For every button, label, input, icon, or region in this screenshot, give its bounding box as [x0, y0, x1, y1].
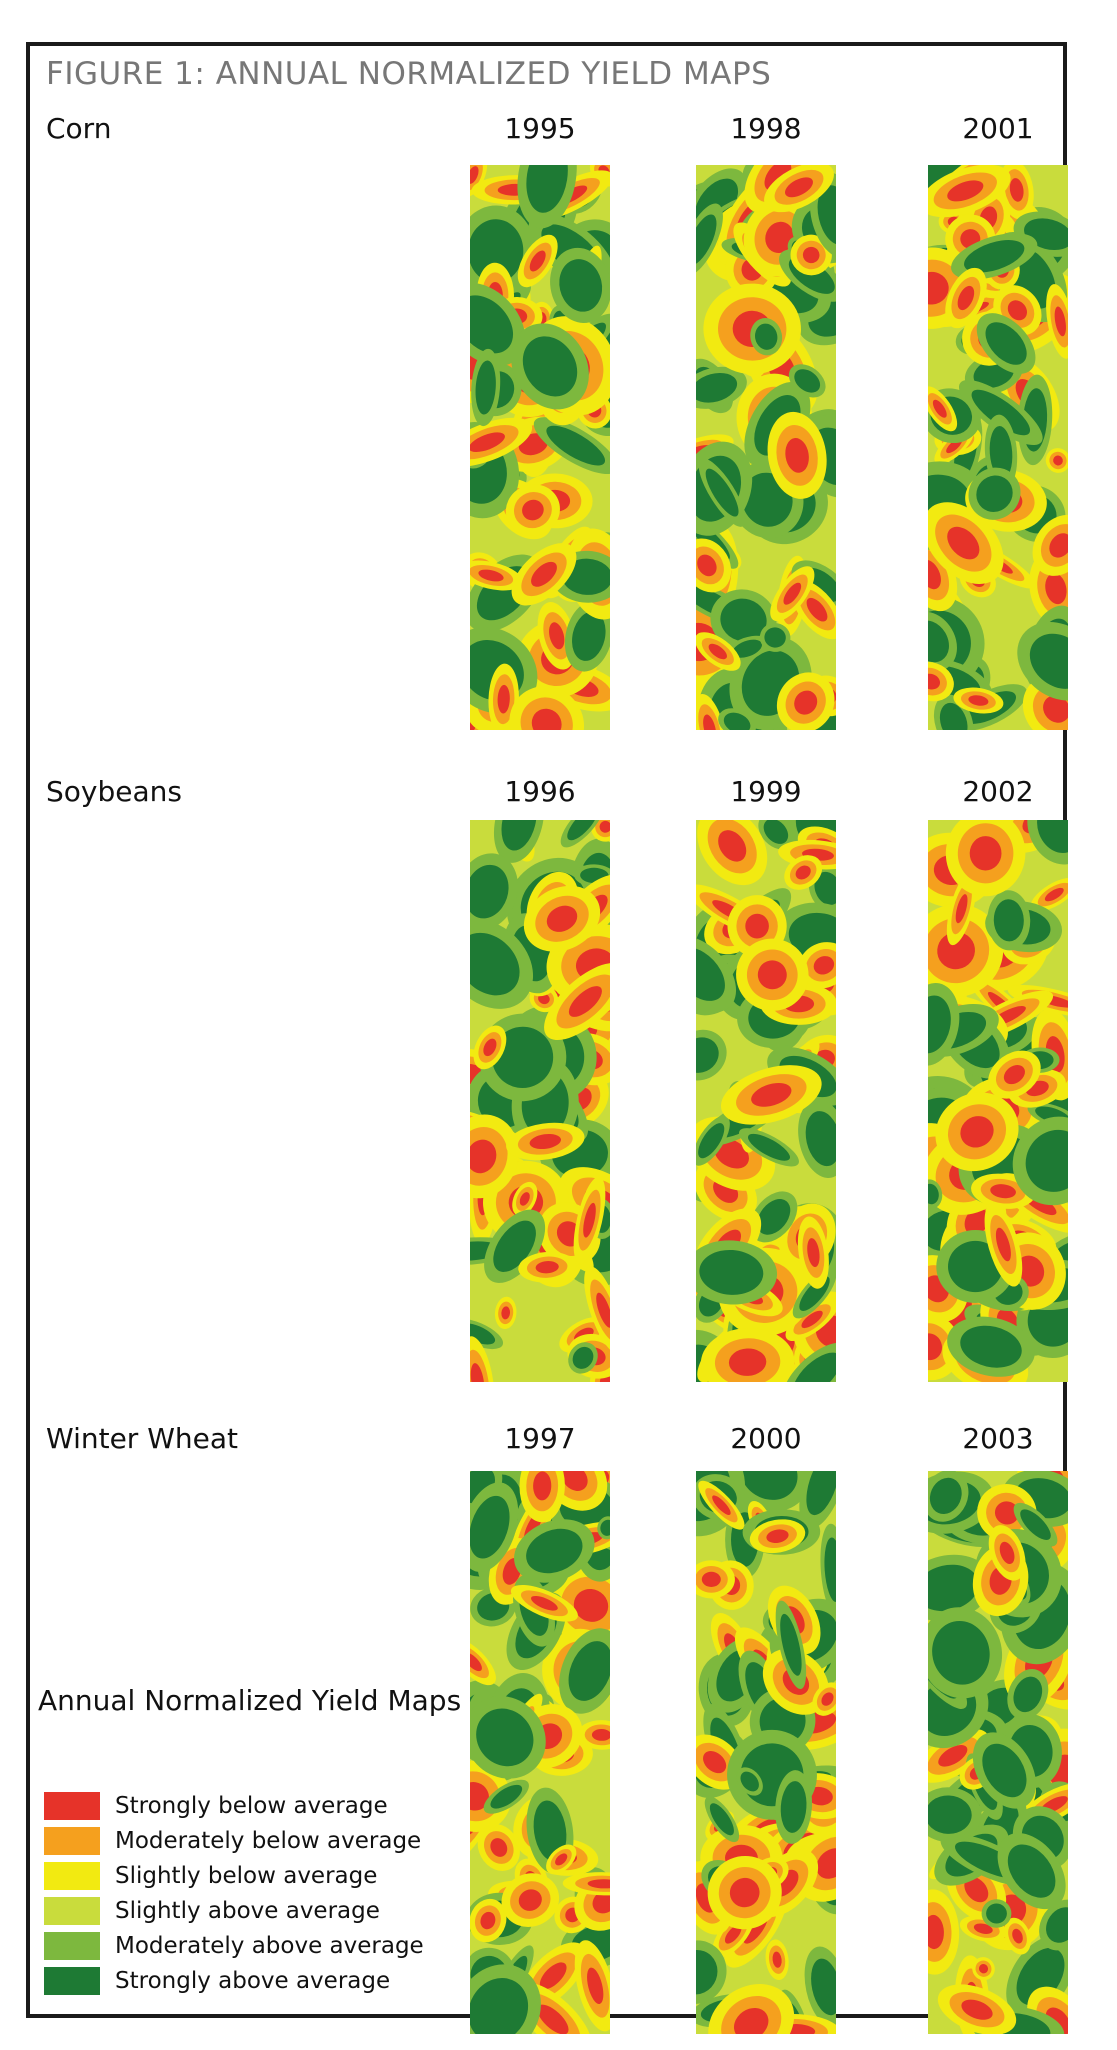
- crop-label-winter-wheat: Winter Wheat: [46, 1422, 239, 1455]
- yield-map-corn-2001: [928, 165, 1068, 730]
- yield-map-corn-1995: [470, 165, 610, 730]
- legend-swatch: [44, 1827, 100, 1855]
- legend-swatch: [44, 1967, 100, 1995]
- year-label-2003: 2003: [962, 1422, 1034, 1455]
- legend-label: Slightly below average: [115, 1863, 378, 1889]
- legend-item-strongly-above: Strongly above average: [44, 1966, 390, 1996]
- year-label-1995: 1995: [504, 112, 576, 145]
- legend-label: Strongly below average: [115, 1793, 388, 1819]
- crop-label-corn: Corn: [46, 112, 112, 145]
- legend-item-moderately-above: Moderately above average: [44, 1931, 424, 1961]
- year-label-1998: 1998: [730, 112, 802, 145]
- legend-label: Slightly above average: [115, 1898, 380, 1924]
- legend-item-slightly-below: Slightly below average: [44, 1861, 377, 1891]
- year-label-2002: 2002: [962, 775, 1034, 808]
- figure-title: FIGURE 1: ANNUAL NORMALIZED YIELD MAPS: [46, 56, 772, 92]
- year-label-1999: 1999: [730, 775, 802, 808]
- year-label-2001: 2001: [962, 112, 1034, 145]
- legend-label: Moderately above average: [115, 1933, 424, 1959]
- yield-map-corn-1998: [696, 165, 836, 730]
- legend-item-slightly-above: Slightly above average: [44, 1896, 380, 1926]
- legend-swatch: [44, 1897, 100, 1925]
- yield-map-soybeans-1996: [470, 820, 610, 1382]
- crop-label-soybeans: Soybeans: [46, 775, 182, 808]
- legend-item-strongly-below: Strongly below average: [44, 1791, 388, 1821]
- yield-map-soybeans-1999: [696, 820, 836, 1382]
- year-label-2000: 2000: [730, 1422, 802, 1455]
- legend-title: Annual Normalized Yield Maps: [38, 1684, 462, 1717]
- year-label-1996: 1996: [504, 775, 576, 808]
- yield-map-soybeans-2002: [928, 820, 1068, 1382]
- legend-label: Moderately below average: [115, 1828, 422, 1854]
- yield-map-winter-wheat-2003: [928, 1471, 1068, 2034]
- year-label-1997: 1997: [504, 1422, 576, 1455]
- yield-map-winter-wheat-2000: [696, 1471, 836, 2034]
- legend-item-moderately-below: Moderately below average: [44, 1826, 421, 1856]
- legend-swatch: [44, 1932, 100, 1960]
- legend-swatch: [44, 1792, 100, 1820]
- yield-map-winter-wheat-1997: [470, 1471, 610, 2034]
- legend-swatch: [44, 1862, 100, 1890]
- legend-label: Strongly above average: [115, 1968, 391, 1994]
